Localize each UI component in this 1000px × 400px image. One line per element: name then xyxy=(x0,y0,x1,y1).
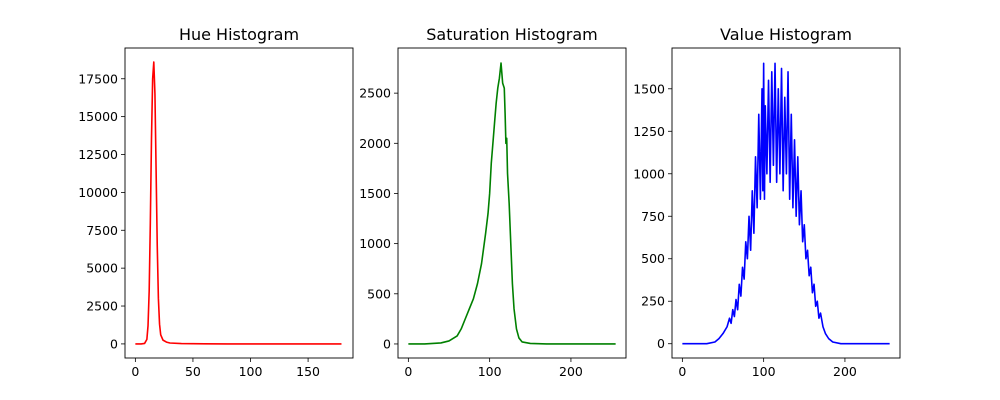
y-tick-label: 500 xyxy=(367,286,391,301)
y-tick-label: 12500 xyxy=(78,147,118,162)
x-tick-label: 100 xyxy=(478,364,502,379)
series-line xyxy=(408,62,616,345)
axes-frame xyxy=(124,47,354,359)
y-tick-label: 1000 xyxy=(359,236,391,251)
x-tick-label: 100 xyxy=(239,364,263,379)
y-tick-label: 0 xyxy=(110,336,118,351)
chart-panel-1: Hue Histogram 0 50 100 150 0 2500 5000 7500 10000… xyxy=(78,25,354,379)
y-tick-label: 1500 xyxy=(359,186,391,201)
chart-title: Hue Histogram xyxy=(179,25,299,44)
x-tick-label: 0 xyxy=(131,364,139,379)
y-tick-label: 250 xyxy=(641,294,665,309)
x-tick-label: 0 xyxy=(678,364,686,379)
y-tick-label: 2000 xyxy=(359,136,391,151)
y-tick-label: 2500 xyxy=(359,86,391,101)
y-tick-label: 1000 xyxy=(633,166,665,181)
y-tick-label: 2500 xyxy=(86,299,118,314)
axes-frame xyxy=(671,47,901,359)
y-tick-label: 17500 xyxy=(78,71,118,86)
x-tick-label: 100 xyxy=(752,364,776,379)
chart-panel-3: Value Histogram 0 100 200 0 250 500 750 1000 1250… xyxy=(633,25,901,379)
y-tick-label: 10000 xyxy=(78,185,118,200)
x-tick-label: 150 xyxy=(296,364,320,379)
x-tick-label: 0 xyxy=(404,364,412,379)
chart-title: Saturation Histogram xyxy=(426,25,598,44)
chart-title: Value Histogram xyxy=(720,25,852,44)
series-line xyxy=(682,62,890,345)
x-tick-label: 200 xyxy=(833,364,857,379)
y-tick-label: 5000 xyxy=(86,261,118,276)
x-tick-label: 50 xyxy=(185,364,201,379)
y-tick-label: 750 xyxy=(641,209,665,224)
axes-frame xyxy=(397,47,627,359)
y-tick-label: 500 xyxy=(641,251,665,266)
y-tick-label: 7500 xyxy=(86,223,118,238)
y-tick-label: 0 xyxy=(657,336,665,351)
series-line xyxy=(135,61,342,345)
y-tick-label: 1250 xyxy=(633,124,665,139)
y-tick-label: 0 xyxy=(383,336,391,351)
y-tick-label: 15000 xyxy=(78,109,118,124)
x-tick-label: 200 xyxy=(559,364,583,379)
y-tick-label: 1500 xyxy=(633,81,665,96)
